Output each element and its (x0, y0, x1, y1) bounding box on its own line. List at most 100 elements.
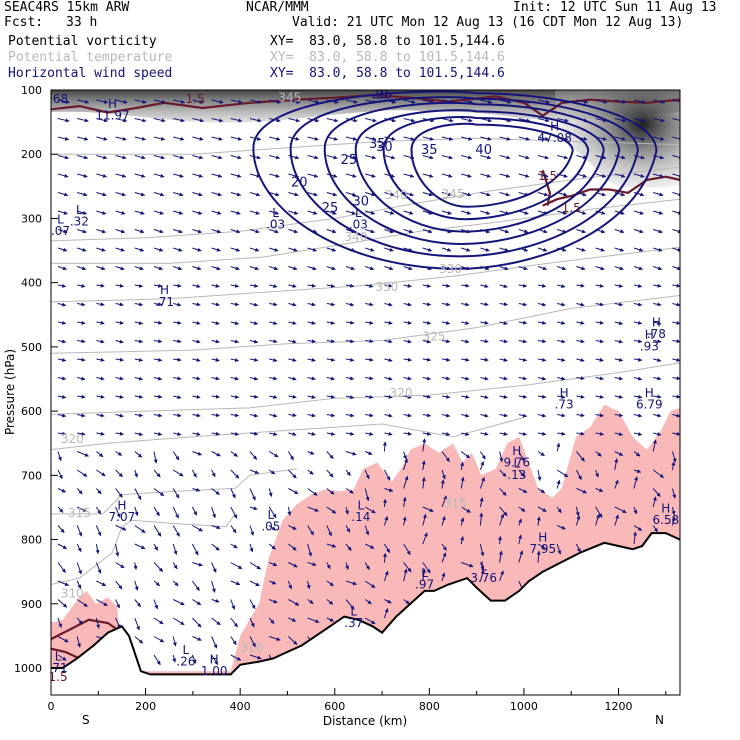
wind-vector (57, 562, 66, 573)
wind-vector (479, 477, 485, 489)
wind-vector (537, 339, 547, 344)
wind-vector (633, 476, 639, 489)
wind-vector (633, 266, 643, 271)
wind-vector (307, 376, 316, 381)
wind-vector (307, 210, 318, 215)
wind-vector (633, 376, 643, 381)
theta-label: 340 (385, 188, 408, 202)
wind-vector (441, 357, 451, 362)
wind-vector (364, 543, 375, 549)
wind-vector (653, 118, 665, 123)
wind-vector (172, 488, 180, 499)
wind-vector (461, 283, 470, 288)
wind-vector (115, 562, 125, 569)
wind-vector (614, 514, 619, 526)
wind-vector (653, 394, 662, 399)
wind-vector (480, 413, 489, 418)
wind-vector (77, 173, 88, 178)
wind-vector (249, 302, 259, 307)
wind-vector (365, 136, 377, 141)
wind-vector (557, 339, 566, 344)
wind-vector (172, 525, 180, 537)
wind-vector (172, 451, 180, 461)
wind-vector (403, 173, 415, 178)
wind-vector (192, 284, 201, 288)
wind-vector (441, 302, 451, 307)
wind-contour-label: 35 (421, 143, 438, 158)
wind-vector (653, 432, 662, 436)
wind-vector (461, 302, 470, 307)
wind-vector (230, 136, 242, 141)
wind-vector (499, 376, 508, 381)
x-tick-label: 1200 (605, 700, 633, 713)
wind-vector (595, 302, 604, 307)
high-marker: H (560, 386, 569, 400)
wind-vector (403, 320, 412, 325)
wind-vector (403, 395, 412, 399)
extremum-value: 6.79 (636, 398, 663, 412)
wind-vector (96, 320, 105, 325)
wind-vector (153, 506, 160, 517)
wind-vector (172, 506, 179, 519)
wind-vector (460, 536, 465, 545)
y-tick-label: 900 (21, 598, 42, 611)
wind-vector (441, 99, 454, 104)
wind-vector (173, 283, 182, 288)
wind-vector (230, 229, 241, 234)
wind-vector (518, 99, 531, 104)
wind-vector (633, 339, 643, 344)
wind-vector (192, 247, 202, 252)
wind-vector (173, 173, 184, 178)
wind-vector (536, 516, 541, 526)
wind-vector (403, 229, 414, 234)
wind-vector (614, 192, 626, 197)
wind-vector (115, 543, 120, 557)
wind-vector (326, 580, 334, 587)
wind-vector (249, 394, 259, 399)
wind-vector (499, 394, 508, 399)
wind-vector (557, 525, 566, 530)
wind-vector (460, 476, 465, 489)
wind-vector (518, 192, 530, 197)
wind-vector (96, 173, 107, 178)
wind-vector (537, 394, 547, 399)
wind-vector (671, 451, 677, 463)
wind-vector (345, 525, 351, 533)
wind-vector (345, 320, 355, 325)
wind-vector (653, 155, 665, 160)
wind-vector (461, 229, 471, 234)
wind-vector (115, 580, 123, 590)
wind-vector (191, 580, 200, 591)
wind-vector (307, 395, 316, 399)
field-pv-name: Potential vorticity (8, 34, 157, 49)
wind-vector (595, 394, 604, 399)
wind-vector (422, 229, 433, 234)
wind-vector (77, 376, 86, 381)
wind-vector (403, 192, 414, 197)
wind-vector (57, 320, 67, 325)
x-axis-title: Distance (km) (323, 714, 407, 728)
wind-vector (115, 136, 127, 141)
wind-vector (557, 266, 567, 271)
wind-vector (115, 451, 123, 456)
wind-vector (614, 210, 625, 215)
wind-vector (211, 451, 221, 457)
wind-vector (134, 173, 146, 178)
wind-vector (556, 543, 562, 555)
wind-vector (480, 99, 493, 104)
wind-vector (652, 525, 659, 533)
wind-vector (115, 357, 124, 362)
wind-vector (269, 118, 281, 123)
wind-vector (153, 562, 164, 572)
extremum-value: .05 (261, 520, 280, 534)
wind-vector (384, 173, 395, 178)
wind-vector (653, 376, 662, 381)
wind-vector (326, 376, 335, 381)
wind-vector (326, 543, 337, 548)
wind-vector (422, 431, 432, 436)
wind-vector (269, 394, 278, 399)
theta-label: 315 (444, 496, 467, 510)
wind-vector (211, 283, 220, 288)
field-theta-xy: XY= 83.0, 58.8 to 101.5,144.6 (270, 50, 505, 65)
extremum-value: .03 (349, 218, 368, 232)
